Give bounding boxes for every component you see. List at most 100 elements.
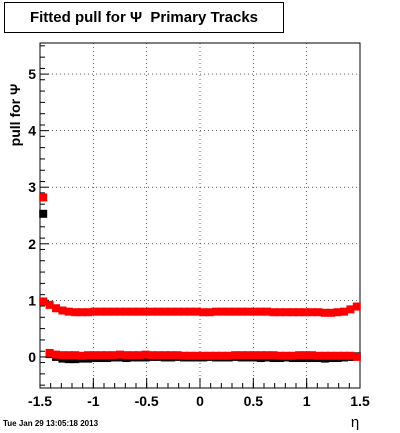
y-tick-label: 3 xyxy=(28,179,36,195)
data-point xyxy=(308,308,316,317)
data-point xyxy=(327,351,336,360)
data-point xyxy=(148,351,156,360)
title-box: Fitted pull for Ψ Primary Tracks xyxy=(4,2,284,33)
data-point xyxy=(224,351,233,360)
data-point xyxy=(96,307,105,316)
data-point xyxy=(71,351,80,360)
data-point xyxy=(84,308,92,317)
data-point xyxy=(212,351,220,360)
data-point xyxy=(192,351,201,360)
data-point xyxy=(301,308,310,317)
x-axis-label: η xyxy=(351,414,359,431)
data-point xyxy=(141,307,150,316)
data-point xyxy=(205,308,214,317)
y-tick-label: 0 xyxy=(28,349,36,365)
data-point xyxy=(90,351,99,360)
data-point xyxy=(256,351,265,360)
data-point xyxy=(160,351,169,360)
x-tick-label: 0.5 xyxy=(244,393,264,409)
data-points xyxy=(39,193,361,364)
data-point xyxy=(128,351,137,360)
data-point xyxy=(250,307,259,316)
data-point xyxy=(288,308,297,317)
data-point xyxy=(192,307,201,316)
data-point xyxy=(116,307,124,316)
data-point xyxy=(237,307,246,316)
timestamp: Tue Jan 29 13:05:18 2013 xyxy=(3,419,99,428)
data-point xyxy=(218,307,227,316)
data-point xyxy=(320,308,329,317)
data-point xyxy=(160,307,169,316)
data-point xyxy=(186,307,195,316)
data-point xyxy=(167,307,176,316)
data-point xyxy=(52,350,60,359)
chart-title: Fitted pull for Ψ Primary Tracks xyxy=(29,9,259,26)
data-point xyxy=(90,307,99,316)
data-point xyxy=(39,209,48,218)
data-point xyxy=(58,306,67,315)
data-point xyxy=(244,351,252,360)
data-point xyxy=(276,308,284,317)
data-point xyxy=(295,308,304,317)
data-point xyxy=(167,351,176,360)
data-point xyxy=(141,350,150,359)
data-point xyxy=(154,307,163,316)
data-point xyxy=(173,307,182,316)
x-tick-label: 1.5 xyxy=(350,393,370,409)
data-point xyxy=(218,351,227,360)
data-point xyxy=(186,351,195,360)
data-point xyxy=(231,351,240,360)
data-point xyxy=(77,351,86,360)
data-point xyxy=(224,307,233,316)
data-point xyxy=(327,308,336,317)
data-point xyxy=(212,307,220,316)
data-point xyxy=(154,351,163,360)
data-point xyxy=(269,351,278,360)
data-point xyxy=(173,351,182,360)
data-point xyxy=(116,350,124,359)
data-point xyxy=(256,307,265,316)
data-point xyxy=(295,351,304,360)
y-axis-label: pull for Ψ xyxy=(7,84,23,147)
data-point xyxy=(45,300,54,309)
data-point xyxy=(333,308,342,317)
x-tick-label: 1 xyxy=(303,393,311,409)
data-point xyxy=(263,307,272,316)
data-point xyxy=(340,307,348,316)
data-point xyxy=(244,307,252,316)
data-point xyxy=(122,307,131,316)
data-point xyxy=(96,351,105,360)
data-point xyxy=(77,308,86,317)
data-point xyxy=(301,351,310,360)
data-point xyxy=(122,351,131,360)
data-point xyxy=(269,308,278,317)
data-point xyxy=(231,307,240,316)
data-point xyxy=(333,351,342,360)
data-point xyxy=(52,304,60,313)
data-point xyxy=(352,352,361,361)
data-point xyxy=(314,308,323,317)
y-tick-label: 2 xyxy=(28,236,36,252)
data-point xyxy=(39,297,48,306)
data-point xyxy=(199,308,208,317)
x-tick-label: 0 xyxy=(196,393,204,409)
data-point xyxy=(352,302,361,311)
data-point xyxy=(282,308,291,317)
data-point xyxy=(263,351,272,360)
x-tick-label: -0.5 xyxy=(135,393,159,409)
data-point xyxy=(135,351,144,360)
data-point xyxy=(103,351,112,360)
data-point xyxy=(320,351,329,360)
axes: -1.5 -1 -0.5 0 0.5 1 1.5 0 1 2 3 4 5 xyxy=(28,45,370,409)
data-point xyxy=(205,351,214,360)
data-point xyxy=(199,351,208,360)
data-point xyxy=(346,351,355,360)
data-point xyxy=(340,351,348,360)
data-point xyxy=(39,193,48,202)
data-point xyxy=(148,307,156,316)
y-tick-label: 4 xyxy=(28,123,36,139)
data-point xyxy=(237,351,246,360)
data-point xyxy=(58,351,67,360)
data-point xyxy=(288,351,297,360)
